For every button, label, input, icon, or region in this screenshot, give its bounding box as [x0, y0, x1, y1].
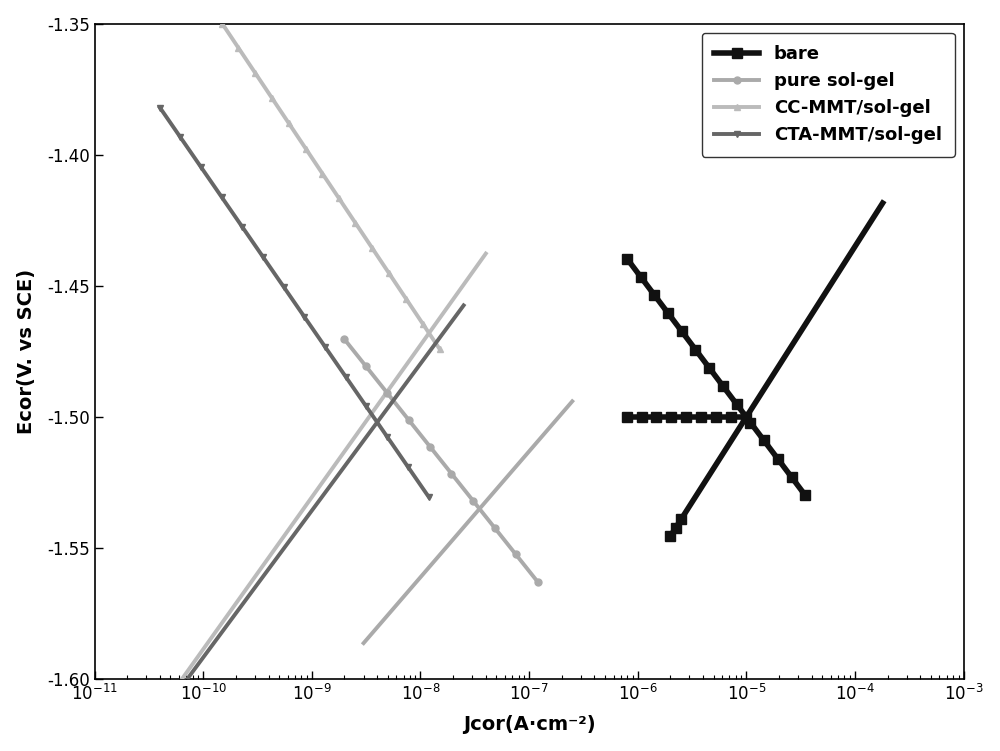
Legend: bare, pure sol-gel, CC-MMT/sol-gel, CTA-MMT/sol-gel: bare, pure sol-gel, CC-MMT/sol-gel, CTA-…: [702, 33, 955, 157]
X-axis label: Jcor(A·cm⁻²): Jcor(A·cm⁻²): [463, 716, 595, 734]
Y-axis label: Ecor(V. vs SCE): Ecor(V. vs SCE): [17, 269, 36, 434]
